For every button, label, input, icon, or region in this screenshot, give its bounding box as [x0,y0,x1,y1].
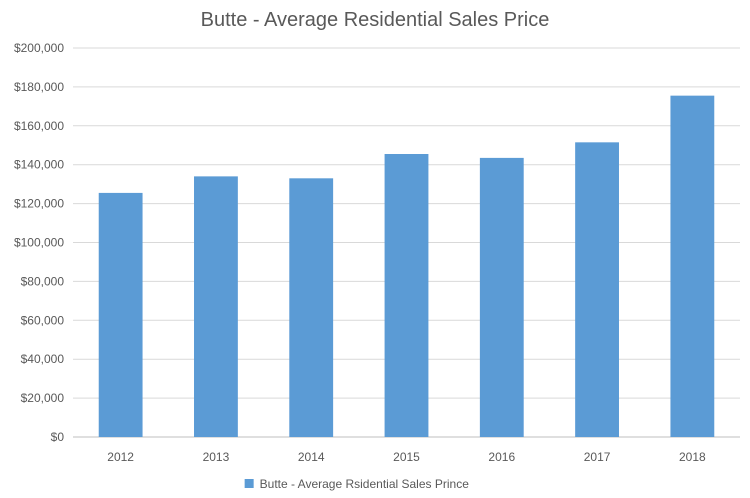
x-tick-label: 2016 [488,450,515,464]
y-tick-label: $120,000 [14,197,64,211]
y-tick-label: $100,000 [14,236,64,250]
legend: Butte - Average Rsidential Sales Prince [244,477,470,491]
legend-label: Butte - Average Rsidential Sales Prince [260,477,470,491]
bar-2015 [384,154,429,437]
y-tick-label: $80,000 [21,274,65,288]
y-tick-label: $20,000 [21,391,65,405]
x-tick-label: 2013 [203,450,230,464]
y-tick-label: $160,000 [14,119,64,133]
legend-swatch [244,479,254,488]
x-tick-label: 2018 [679,450,706,464]
chart-title: Butte - Average Residential Sales Price [201,9,550,31]
y-tick-label: $60,000 [21,313,65,327]
y-tick-label: $180,000 [14,80,64,94]
bar-2016 [479,157,524,437]
y-tick-label: $0 [51,430,65,444]
y-tick-label: $140,000 [14,158,64,172]
x-tick-label: 2017 [584,450,611,464]
x-tick-label: 2014 [298,450,325,464]
bar-2012 [98,192,143,437]
bar-2014 [289,178,334,437]
x-tick-label: 2015 [393,450,420,464]
y-tick-label: $200,000 [14,41,64,55]
bar-2017 [575,142,619,437]
bar-2018 [670,95,715,437]
bars [98,95,715,437]
x-axis-ticks: 2012 2013 2014 2015 2016 2017 2018 [107,450,706,464]
y-axis-ticks: $0 $20,000 $40,000 $60,000 $80,000 $100,000 $1… [14,41,64,444]
bar-2013 [194,176,238,437]
y-tick-label: $40,000 [21,352,65,366]
x-tick-label: 2012 [107,450,134,464]
